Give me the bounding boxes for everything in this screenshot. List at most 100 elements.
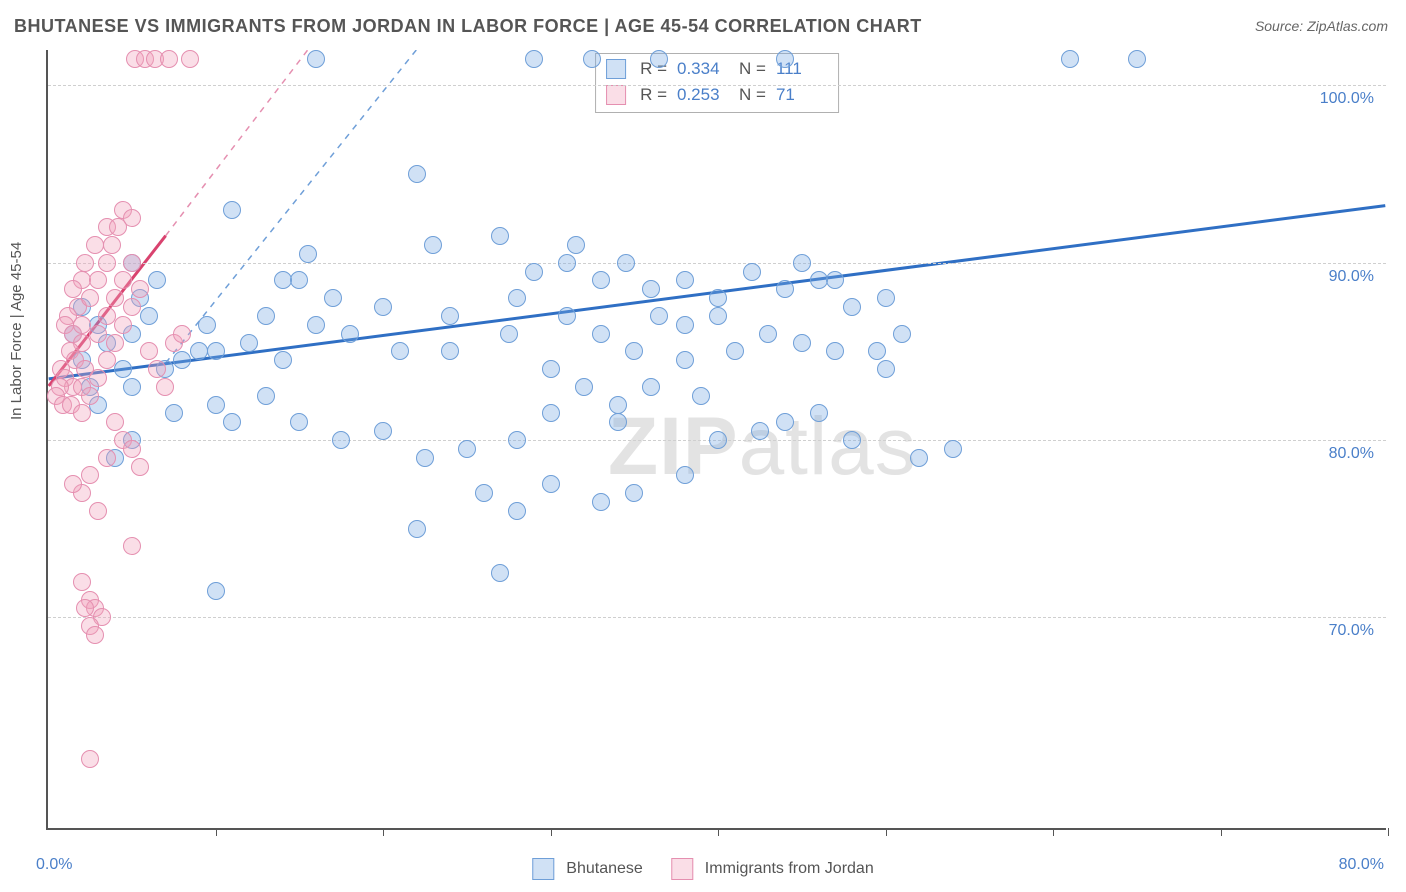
scatter-point (525, 263, 543, 281)
scatter-point (609, 396, 627, 414)
scatter-point (676, 351, 694, 369)
scatter-point (458, 440, 476, 458)
scatter-point (726, 342, 744, 360)
scatter-point (542, 404, 560, 422)
scatter-point (843, 431, 861, 449)
scatter-point (73, 573, 91, 591)
scatter-point (131, 280, 149, 298)
scatter-point (877, 360, 895, 378)
ytick-label: 70.0% (1329, 622, 1374, 640)
scatter-point (307, 316, 325, 334)
scatter-point (73, 316, 91, 334)
scatter-point (893, 325, 911, 343)
scatter-point (103, 236, 121, 254)
scatter-point (1128, 50, 1146, 68)
scatter-point (89, 502, 107, 520)
scatter-point (64, 280, 82, 298)
scatter-point (290, 413, 308, 431)
ytick-label: 100.0% (1320, 90, 1374, 108)
scatter-point (609, 413, 627, 431)
scatter-point (441, 307, 459, 325)
scatter-point (98, 351, 116, 369)
scatter-point (207, 582, 225, 600)
scatter-point (374, 298, 392, 316)
scatter-point (181, 50, 199, 68)
scatter-point (592, 493, 610, 511)
legend-swatch (532, 858, 554, 880)
stats-swatch (606, 59, 626, 79)
scatter-point (257, 387, 275, 405)
scatter-point (508, 502, 526, 520)
scatter-point (709, 307, 727, 325)
xtick (216, 828, 217, 836)
scatter-point (98, 307, 116, 325)
scatter-point (441, 342, 459, 360)
scatter-point (793, 334, 811, 352)
scatter-point (114, 271, 132, 289)
scatter-point (826, 271, 844, 289)
scatter-point (676, 316, 694, 334)
scatter-point (1061, 50, 1079, 68)
scatter-point (81, 750, 99, 768)
stats-box: R = 0.334N = 111R = 0.253N = 71 (595, 53, 839, 113)
scatter-point (567, 236, 585, 254)
plot-area: ZIPatlas R = 0.334N = 111R = 0.253N = 71… (46, 50, 1386, 830)
scatter-point (910, 449, 928, 467)
scatter-point (508, 289, 526, 307)
scatter-point (223, 201, 241, 219)
scatter-point (64, 475, 82, 493)
scatter-point (324, 289, 342, 307)
scatter-point (156, 378, 174, 396)
scatter-point (508, 431, 526, 449)
ytick-label: 80.0% (1329, 445, 1374, 463)
legend-swatch (671, 858, 693, 880)
scatter-point (592, 271, 610, 289)
gridline-h (48, 263, 1386, 264)
xtick (1053, 828, 1054, 836)
stats-row: R = 0.334N = 111 (606, 56, 828, 82)
scatter-point (408, 165, 426, 183)
scatter-point (592, 325, 610, 343)
scatter-point (558, 307, 576, 325)
scatter-point (106, 413, 124, 431)
scatter-point (81, 466, 99, 484)
scatter-point (81, 289, 99, 307)
scatter-point (793, 254, 811, 272)
watermark-light: atlas (739, 401, 917, 492)
scatter-point (173, 351, 191, 369)
scatter-point (776, 50, 794, 68)
scatter-point (257, 307, 275, 325)
scatter-point (810, 271, 828, 289)
scatter-point (140, 307, 158, 325)
scatter-point (123, 440, 141, 458)
scatter-point (76, 254, 94, 272)
xtick (551, 828, 552, 836)
scatter-point (198, 316, 216, 334)
y-axis-label: In Labor Force | Age 45-54 (8, 242, 25, 420)
scatter-point (575, 378, 593, 396)
scatter-point (525, 50, 543, 68)
xtick-label-left: 0.0% (36, 856, 72, 874)
xtick (886, 828, 887, 836)
scatter-point (826, 342, 844, 360)
scatter-point (676, 271, 694, 289)
scatter-point (877, 289, 895, 307)
legend-item: Bhutanese (532, 858, 643, 880)
legend: BhutaneseImmigrants from Jordan (532, 858, 873, 880)
scatter-point (558, 254, 576, 272)
scatter-point (89, 271, 107, 289)
scatter-point (123, 209, 141, 227)
scatter-point (542, 360, 560, 378)
chart-title: BHUTANESE VS IMMIGRANTS FROM JORDAN IN L… (14, 16, 922, 37)
scatter-point (583, 50, 601, 68)
xtick-label-right: 80.0% (1339, 856, 1384, 874)
scatter-point (542, 475, 560, 493)
scatter-point (86, 236, 104, 254)
scatter-point (500, 325, 518, 343)
scatter-point (776, 413, 794, 431)
gridline-h (48, 85, 1386, 86)
scatter-point (106, 289, 124, 307)
scatter-point (89, 325, 107, 343)
scatter-point (709, 289, 727, 307)
scatter-point (240, 334, 258, 352)
